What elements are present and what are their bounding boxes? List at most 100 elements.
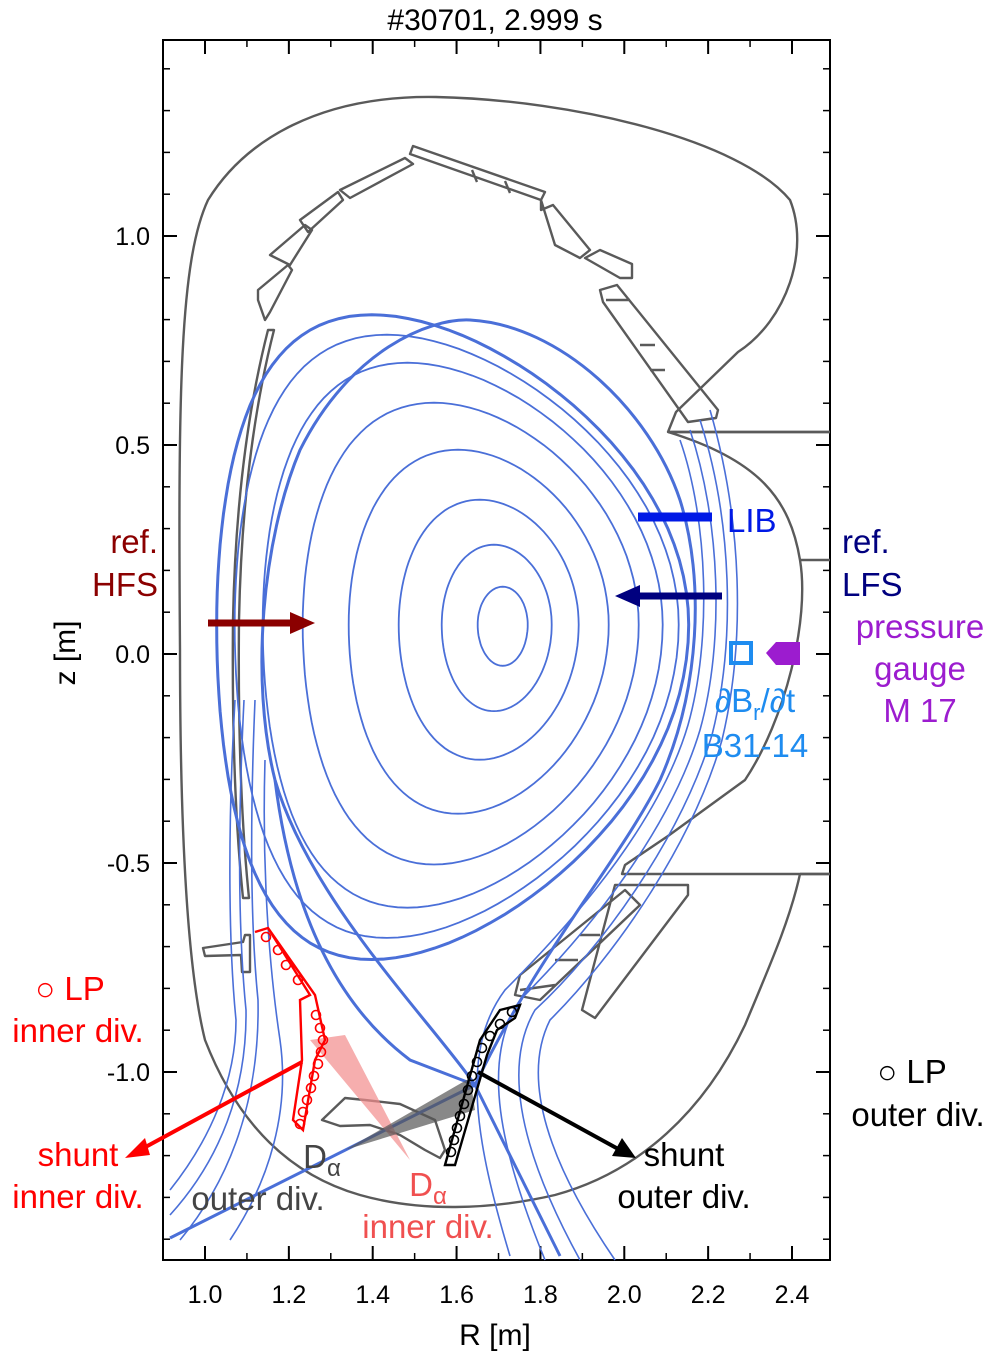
lp-inner-line2: inner div. [12, 1012, 143, 1049]
lp-inner-marker [294, 1118, 306, 1130]
lp-inner-marker [260, 931, 272, 943]
dalpha-inner-line2: inner div. [362, 1208, 493, 1245]
x-tick-label: 1.0 [188, 1281, 223, 1309]
annotation-lp-inner: ○ LP inner div. [12, 970, 143, 1049]
bdot-line1: ∂Br/∂t [715, 682, 795, 725]
annotation-ref-hfs: ref. HFS [92, 523, 158, 603]
lp-outer-marker [445, 1146, 457, 1158]
annotation-dalpha-outer: Dα outer div. [191, 1138, 341, 1217]
x-tick-label: 1.4 [355, 1281, 390, 1309]
flux-surface [261, 361, 664, 909]
vessel-outline [178, 95, 830, 1209]
x-tick-label: 1.2 [271, 1281, 306, 1309]
upper-pfc [408, 144, 720, 424]
x-tick-label: 1.8 [523, 1281, 558, 1309]
shunt-inner-line1: shunt [38, 1136, 119, 1173]
dalpha-outer-cone [345, 1078, 475, 1150]
inner-baffle [201, 933, 252, 974]
sol-lines [169, 409, 739, 1261]
annotation-ref-lfs: ref. LFS [842, 523, 903, 603]
pressure-line2: gauge [874, 650, 966, 687]
ref-hfs-line2: HFS [92, 566, 158, 603]
plot-frame [162, 39, 831, 1261]
separatrix-core [260, 318, 697, 1086]
lp-outer-marker [448, 1134, 460, 1146]
chart-title: #30701, 2.999 s [387, 4, 602, 37]
flux-surface [397, 498, 580, 761]
x-tick-label: 2.0 [607, 1281, 642, 1309]
pressure-gauge [766, 642, 800, 665]
y-tick-label: 0.0 [115, 641, 150, 669]
ref-hfs-line1: ref. [110, 523, 158, 560]
annotation-bdot: ∂Br/∂t B31-14 [702, 682, 808, 764]
lp-inner-marker [312, 1058, 324, 1070]
lp-outer-marker [458, 1098, 470, 1110]
x-tick-label: 2.4 [775, 1281, 810, 1309]
y-tick-label: -1.0 [107, 1059, 150, 1087]
ref-lfs-arrow [615, 585, 722, 607]
lp-inner-marker [297, 1106, 309, 1118]
upper-inner-tiles [256, 156, 415, 322]
flux-surface [440, 543, 553, 713]
dalpha-inner-line1: Dα [409, 1166, 447, 1210]
ref-lfs-line2: LFS [842, 566, 903, 603]
lp-inner-marker [317, 1034, 329, 1046]
pressure-line1: pressure [856, 608, 984, 645]
lp-inner-marker [310, 1009, 322, 1021]
lower-pfc [513, 883, 690, 1020]
vessel-wall [178, 95, 830, 1209]
annotation-lp-outer: ○ LP outer div. [851, 1053, 984, 1133]
shunt-inner-line2: inner div. [12, 1178, 143, 1215]
annotation-dalpha-inner: Dα inner div. [362, 1166, 493, 1245]
lp-outer-marker [466, 1070, 478, 1082]
lp-inner-line1: ○ LP [35, 970, 104, 1007]
lp-inner-marker [315, 1046, 327, 1058]
lp-inner-marker [272, 944, 284, 956]
x-axis-title: R [m] [459, 1319, 531, 1352]
lp-outer-marker [484, 1030, 496, 1042]
inner-lp-array [254, 926, 327, 1133]
ref-lfs-line1: ref. [842, 523, 890, 560]
bdot-probe [729, 641, 753, 665]
lp-inner-marker [314, 1022, 326, 1034]
lp-inner-marker [305, 1082, 317, 1094]
lp-inner-marker [280, 959, 292, 971]
flux-surface [476, 585, 529, 667]
lp-inner-marker [301, 1094, 313, 1106]
annotation-shunt-inner: shunt inner div. [12, 1136, 143, 1215]
dalpha-outer-line2: outer div. [191, 1180, 324, 1217]
separatrix-leg-outer [473, 1084, 562, 1257]
y-tick-label: -0.5 [107, 850, 150, 878]
separatrix-lower [273, 779, 476, 1087]
axis-ticks: 1.0 1.2 1.4 1.6 1.8 2.0 2.2 2.4 1.0 0.5 0.0 -0.5 -1.… [107, 40, 830, 1309]
dalpha-outer-line1: Dα [303, 1138, 341, 1182]
lp-outer-marker [462, 1084, 474, 1096]
lp-outer-marker [494, 1018, 506, 1030]
outer-lp-array [443, 1003, 522, 1167]
lp-outer-marker [471, 1056, 483, 1068]
x-tick-label: 1.6 [439, 1281, 474, 1309]
flux-surface [301, 401, 640, 866]
annotation-pressure: pressure gauge M 17 [856, 608, 984, 729]
shunt-outer-line1: shunt [644, 1136, 725, 1173]
lp-outer-marker [454, 1110, 466, 1122]
bdot-line2: B31-14 [702, 727, 808, 764]
lp-inner-marker [292, 974, 304, 986]
upper-port [668, 430, 830, 876]
y-tick-label: 0.5 [115, 432, 150, 460]
annotation-shunt-outer: shunt outer div. [617, 1136, 750, 1215]
flux-surface [347, 448, 610, 815]
lp-inner-marker [308, 1070, 320, 1082]
inner-lp-markers [260, 931, 329, 1130]
flux-surfaces [215, 313, 691, 962]
lp-outer-line2: outer div. [851, 1096, 984, 1133]
lp-outer-line1: ○ LP [877, 1053, 946, 1090]
y-axis-title: z [m] [49, 621, 82, 686]
ref-hfs-arrow [208, 612, 315, 634]
shunt-outer-line2: outer div. [617, 1178, 750, 1215]
pressure-line3: M 17 [883, 692, 956, 729]
shunt-outer-arrow [477, 1070, 636, 1158]
y-tick-label: 1.0 [115, 223, 150, 251]
lp-outer-marker [476, 1042, 488, 1054]
